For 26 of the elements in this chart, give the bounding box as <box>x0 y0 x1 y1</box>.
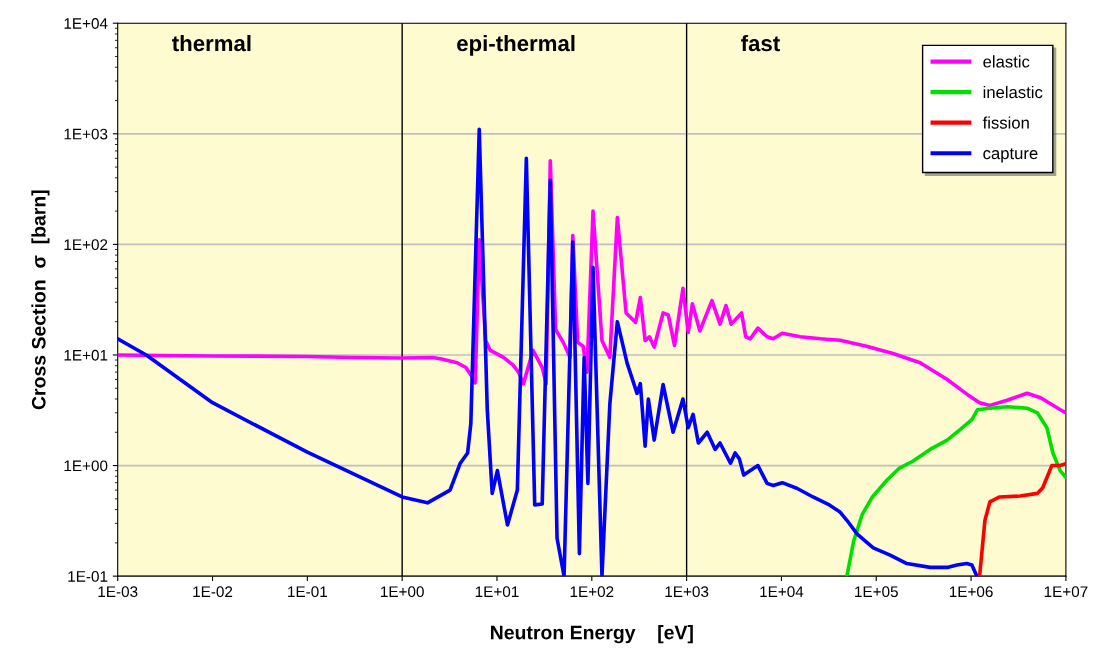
y-tick-label: 1E+04 <box>64 18 108 29</box>
x-axis-title: Neutron Energy [eV] <box>491 625 693 644</box>
legend-label: fission <box>982 116 1029 129</box>
x-tick-label: 1E+02 <box>570 586 614 598</box>
y-tick-label: 1E-01 <box>68 571 108 582</box>
x-tick-label: 1E+00 <box>381 586 424 598</box>
y-tick-label: 1E+03 <box>64 128 108 140</box>
x-tick-label: 1E+04 <box>760 586 804 598</box>
annotation: epi-thermal <box>457 34 575 56</box>
legend-label: inelastic <box>983 85 1043 99</box>
y-tick-label: 1E+01 <box>64 349 108 361</box>
x-tick-label: 1E+01 <box>475 586 519 598</box>
x-tick-label: 1E-02 <box>193 586 233 598</box>
x-tick-label: 1E+07 <box>1044 586 1088 598</box>
legend-label: elastic <box>983 55 1030 68</box>
x-tick-label: 1E+06 <box>949 586 993 598</box>
legend-label: capture <box>983 148 1038 163</box>
y-tick-label: 1E+02 <box>64 239 108 251</box>
x-tick-label: 1E-03 <box>98 586 138 598</box>
annotation: fast <box>741 34 780 52</box>
x-tick-label: 1E-01 <box>288 586 327 598</box>
x-tick-label: 1E+03 <box>665 586 709 598</box>
y-axis-title: Cross Section σ [barn] <box>31 190 50 410</box>
annotation: thermal <box>172 34 251 52</box>
y-tick-label: 1E+00 <box>64 460 108 472</box>
x-tick-label: 1E+05 <box>855 586 898 598</box>
